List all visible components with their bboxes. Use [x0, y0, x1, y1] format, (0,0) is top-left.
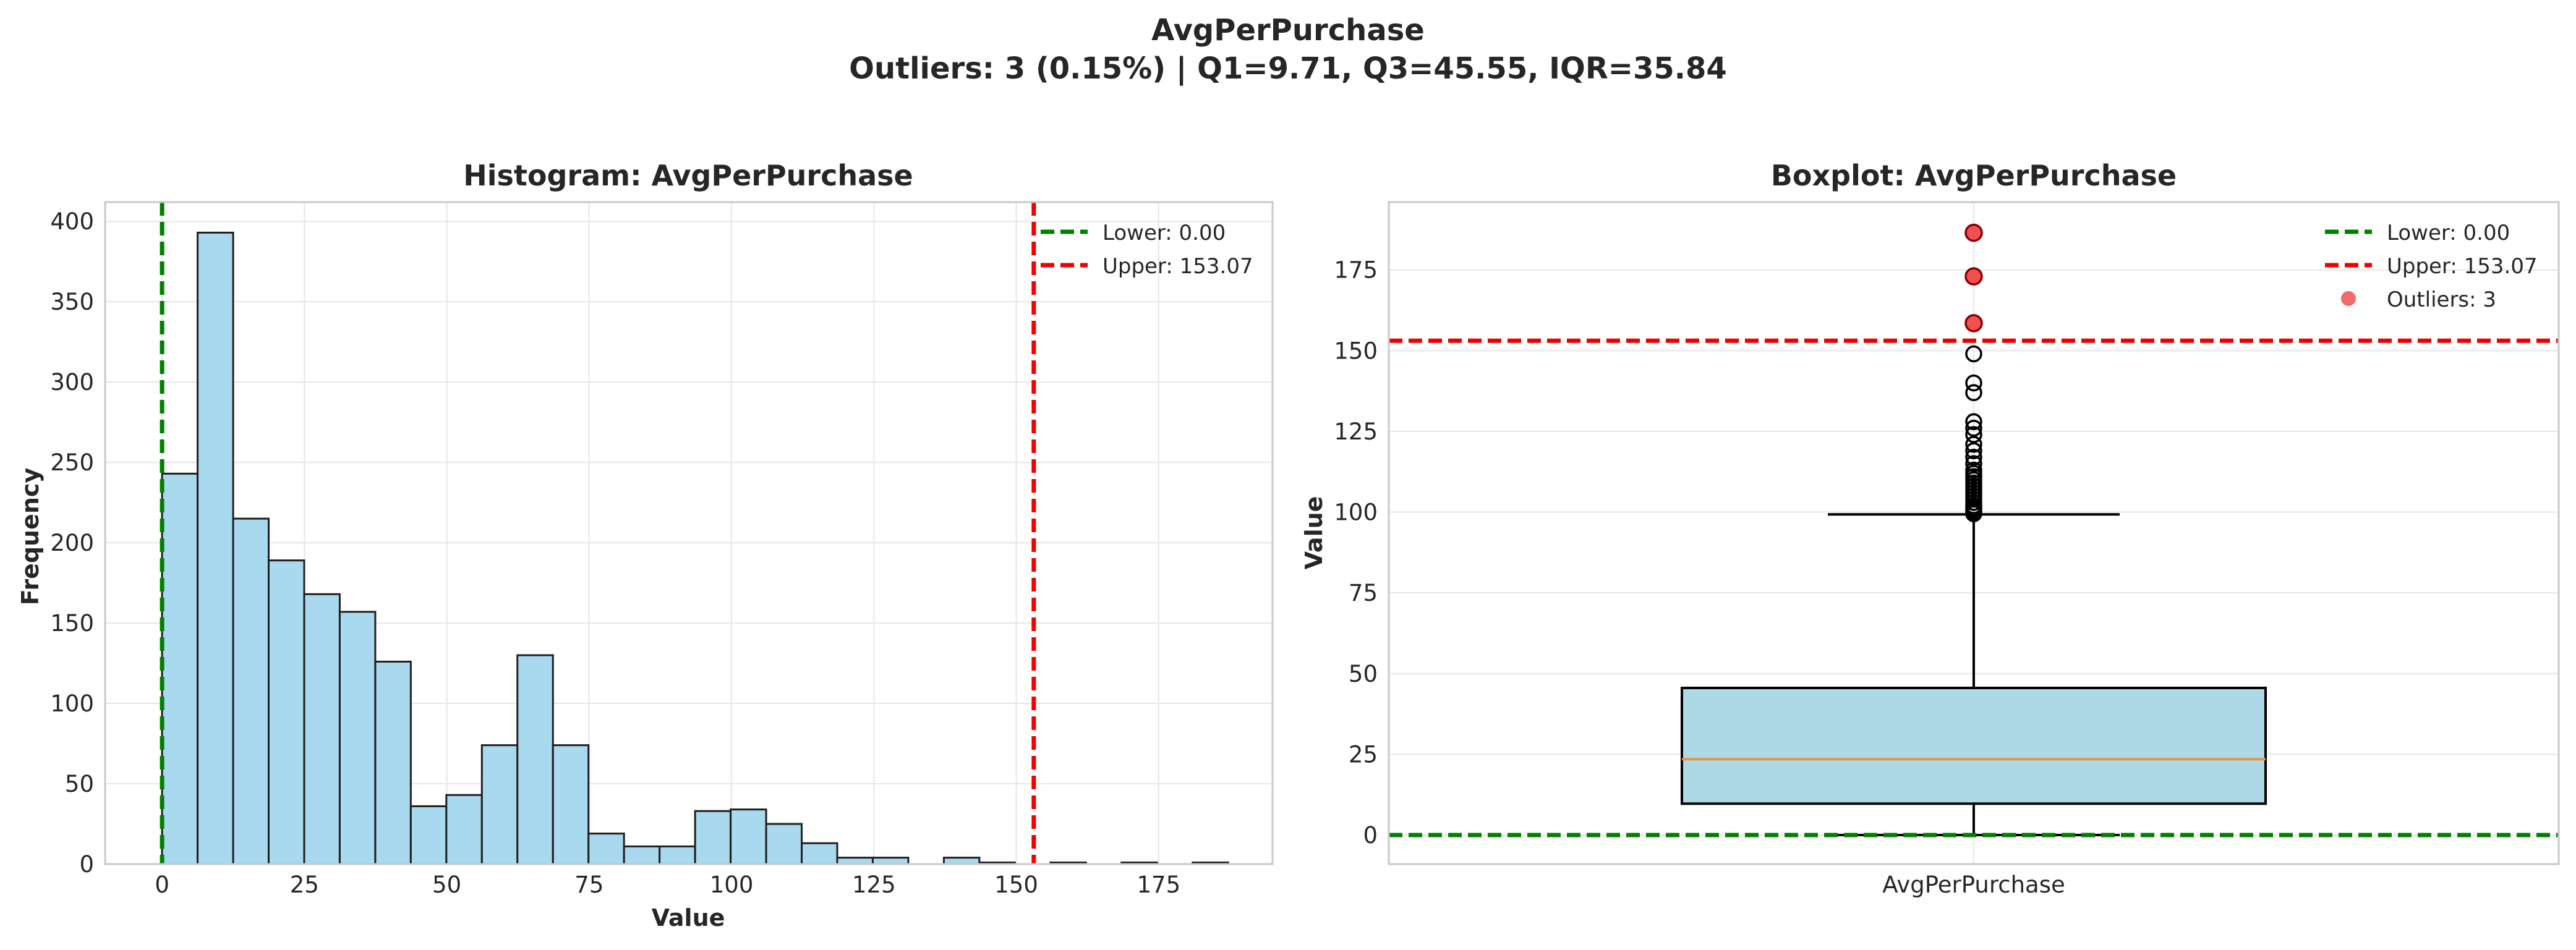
histogram-y-tick-label: 0 — [79, 851, 94, 878]
boxplot-legend-label-lower: Lower: 0.00 — [2387, 221, 2510, 245]
histogram-bar — [161, 472, 199, 865]
boxplot-plot-area: 0 25 50 75 100 125 150 175 AvgPerPurchase — [1334, 201, 2560, 898]
boxplot-legend-swatch-outliers — [2341, 291, 2356, 306]
histogram-x-axis-label: Value — [652, 904, 725, 931]
boxplot-y-tick-label: 175 — [1334, 257, 1378, 284]
boxplot-y-tick-label: 125 — [1334, 418, 1378, 445]
boxplot-flier — [1965, 345, 1982, 363]
histogram-y-tick-label: 400 — [50, 208, 94, 235]
histogram-bar — [303, 593, 341, 865]
histogram-legend-label-upper: Upper: 153.07 — [1102, 254, 1253, 279]
boxplot-box — [1681, 687, 2267, 805]
boxplot-y-tick-label: 150 — [1334, 337, 1378, 364]
boxplot-y-tick-label: 0 — [1363, 822, 1378, 849]
histogram-x-tick-label: 75 — [574, 872, 603, 898]
boxplot-outlier-point — [1964, 223, 1983, 242]
histogram-bar — [232, 517, 270, 865]
histogram-x-tick-label: 125 — [852, 872, 896, 898]
boxplot-flier — [1965, 419, 1982, 437]
histogram-y-tick-label: 150 — [50, 610, 94, 637]
boxplot-flier — [1965, 413, 1982, 431]
histogram-bar — [516, 654, 554, 865]
histogram-x-tick-label: 0 — [155, 872, 169, 898]
boxplot-y-tick-label: 75 — [1349, 580, 1378, 606]
histogram-x-tick-label: 175 — [1137, 872, 1180, 898]
histogram-y-tick-label: 300 — [50, 369, 94, 396]
boxplot-y-tick-label: 25 — [1349, 741, 1378, 768]
histogram-bar — [480, 744, 519, 865]
boxplot-flier — [1965, 426, 1982, 443]
figure-title: AvgPerPurchase Outliers: 3 (0.15%) | Q1=… — [0, 11, 2576, 88]
boxplot-y-axis-label: Value — [1300, 496, 1328, 570]
histogram-y-axis-label: Frequency — [17, 468, 44, 606]
histogram-y-tick-label: 350 — [50, 289, 94, 315]
histogram-frame — [104, 201, 1274, 865]
histogram-legend-label-lower: Lower: 0.00 — [1102, 221, 1226, 245]
histogram-bar — [374, 660, 412, 865]
boxplot-x-tick-label: AvgPerPurchase — [1882, 872, 2065, 898]
boxplot-flier — [1965, 436, 1982, 453]
histogram-y-tick-label: 100 — [50, 690, 94, 717]
boxplot-outlier-point — [1964, 267, 1983, 286]
histogram-y-tick-label: 200 — [50, 530, 94, 556]
figure-title-line-2: Outliers: 3 (0.15%) | Q1=9.71, Q3=45.55,… — [849, 51, 1727, 86]
histogram-plot-area: 0 25 50 75 100 125 150 175 0 50 100 150 200 250 300 350… — [50, 201, 1274, 898]
boxplot-flier — [1965, 442, 1982, 460]
histogram-x-tick-label: 25 — [290, 872, 319, 898]
boxplot-y-tick-label: 50 — [1349, 661, 1378, 687]
histogram-y-tick-label: 50 — [65, 771, 94, 797]
boxplot-title: Boxplot: AvgPerPurchase — [1771, 159, 2177, 192]
boxplot-flier — [1965, 461, 1982, 479]
histogram-y-tick-label: 250 — [50, 449, 94, 476]
boxplot-legend-label-upper: Upper: 153.07 — [2387, 254, 2538, 279]
histogram-x-tick-label: 100 — [710, 872, 754, 898]
boxplot-frame — [1388, 201, 2560, 865]
boxplot-flier — [1965, 374, 1982, 392]
histogram-x-tick-label: 150 — [994, 872, 1038, 898]
boxplot-flier — [1965, 455, 1982, 472]
boxplot-outlier-point — [1964, 314, 1983, 333]
boxplot-flier — [1965, 448, 1982, 466]
boxplot-y-tick-label: 100 — [1334, 499, 1378, 526]
boxplot-legend-label-outliers: Outliers: 3 — [2387, 287, 2496, 312]
histogram-title: Histogram: AvgPerPurchase — [463, 159, 913, 192]
boxplot-flier — [1965, 384, 1982, 401]
histogram-x-tick-label: 50 — [432, 872, 461, 898]
figure-title-line-1: AvgPerPurchase — [1151, 13, 1425, 48]
histogram-bar — [552, 744, 590, 865]
